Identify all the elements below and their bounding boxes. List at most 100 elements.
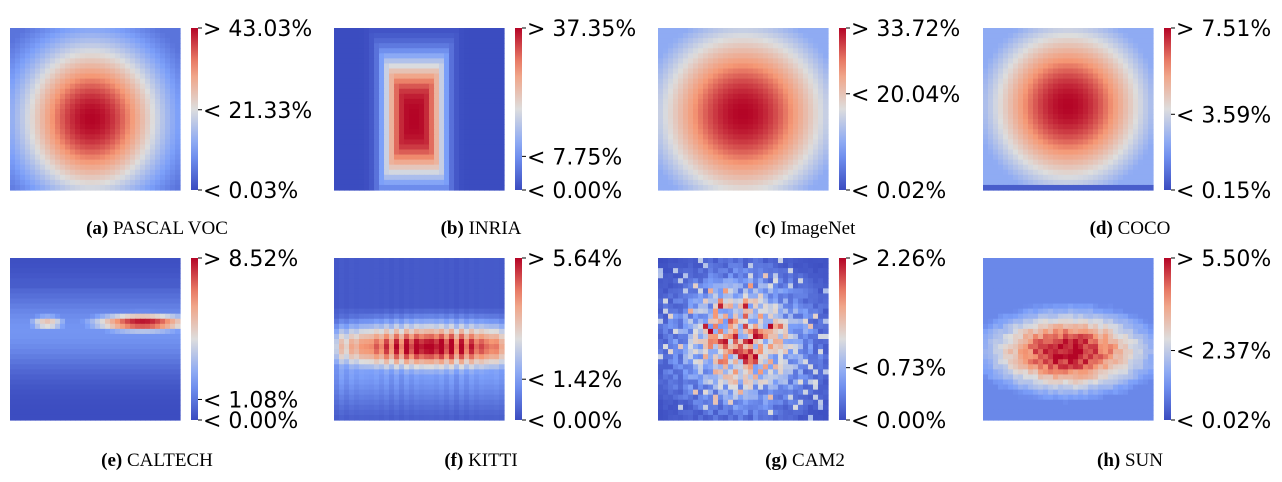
heatmap-cell [1058,109,1064,115]
heatmap-cell [60,53,66,59]
heatmap-cell [170,124,176,130]
heatmap-cell [359,124,365,130]
heatmap-cell [125,283,131,289]
heatmap-cell [783,43,789,49]
heatmap-cell [359,139,365,146]
heatmap-cell [1033,149,1039,156]
heatmap-cell [1118,114,1124,120]
heatmap-cell [1043,119,1049,125]
heatmap-cell [1113,184,1119,191]
heatmap-cell [818,43,824,49]
heatmap-cell [1018,184,1024,191]
heatmap-cell [1098,73,1104,80]
heatmap-cell [369,129,375,135]
heatmap-cell [389,28,395,34]
heatmap-cell [733,109,739,115]
heatmap-cell [1003,179,1009,186]
heatmap-cell [105,144,111,151]
heatmap-cell [479,73,485,80]
heatmap-cell [658,33,664,39]
heatmap-cell [334,58,340,65]
heatmap-cell [15,258,21,264]
heatmap-cell [818,184,824,191]
heatmap-cell [988,98,994,105]
heatmap-cell [155,88,161,95]
heatmap-cell [464,28,470,34]
heatmap-cell [165,268,171,274]
heatmap-cell [110,283,116,289]
heatmap-cell [713,179,719,186]
heatmap-cell [803,48,809,54]
heatmap-cell [499,129,505,135]
heatmap-cell [983,159,989,166]
heatmap-cell [429,179,435,186]
heatmap-cell [110,28,116,34]
heatmap-cell [374,164,380,171]
heatmap-cell [55,33,61,39]
heatmap-cell [753,169,759,176]
heatmap-cell [20,109,26,115]
heatmap-cell [813,129,819,135]
heatmap-cell [80,114,86,120]
heatmap-cell [414,139,420,146]
heatmap-cell [1033,78,1039,85]
heatmap-cell [818,179,824,186]
heatmap-cell [1003,93,1009,100]
heatmap-cell [404,73,410,80]
heatmap-cell [798,134,804,140]
heatmap-cell [668,139,674,146]
heatmap-cell [40,68,46,75]
heatmap-cell [768,129,774,135]
heatmap-cell [155,174,161,181]
heatmap-cell [394,43,400,49]
heatmap-cell [793,93,799,100]
heatmap-cell [489,58,495,65]
heatmap-cell [354,129,360,135]
heatmap-cell [145,73,151,80]
heatmap-cell [778,28,784,34]
heatmap-cell [35,303,41,310]
heatmap-cell [389,174,395,181]
heatmap-cell [1063,139,1069,146]
heatmap-cell [778,88,784,95]
heatmap-cell [454,78,460,85]
heatmap-cell [808,159,814,166]
heatmap-cell [384,48,390,54]
heatmap-cell [778,179,784,186]
heatmap-cell [110,159,116,166]
heatmap-cell [439,119,445,125]
heatmap-cell [1063,184,1069,191]
heatmap-cell [115,88,121,95]
heatmap-cell [364,83,370,90]
heatmap-cell [40,169,46,176]
heatmap-cell [1048,103,1054,110]
heatmap-cell [364,119,370,125]
heatmap-cell [145,68,151,75]
heatmap-cell [339,109,345,115]
heatmap-cell [1148,78,1154,85]
heatmap-cell [110,298,116,305]
heatmap-cell [1128,134,1134,140]
heatmap-cell [484,33,490,39]
heatmap-cell [1113,119,1119,125]
heatmap-cell [1093,103,1099,110]
heatmap-cell [663,73,669,80]
heatmap-cell [798,33,804,39]
heatmap-cell [359,144,365,151]
heatmap-cell [65,303,71,310]
heatmap-cell [334,38,340,44]
heatmap-cell [813,73,819,80]
heatmap-cell [673,43,679,49]
heatmap-cell [140,149,146,156]
heatmap-cell [1053,164,1059,171]
heatmap-cell [823,93,829,100]
heatmap-cell [90,303,96,310]
heatmap-cell [70,43,76,49]
heatmap-cell [803,124,809,130]
heatmap-cell [35,164,41,171]
heatmap-cell [60,263,66,269]
heatmap-cell [713,63,719,70]
heatmap-cell [494,38,500,44]
heatmap-cell [658,68,664,75]
heatmap-cell [1148,169,1154,176]
